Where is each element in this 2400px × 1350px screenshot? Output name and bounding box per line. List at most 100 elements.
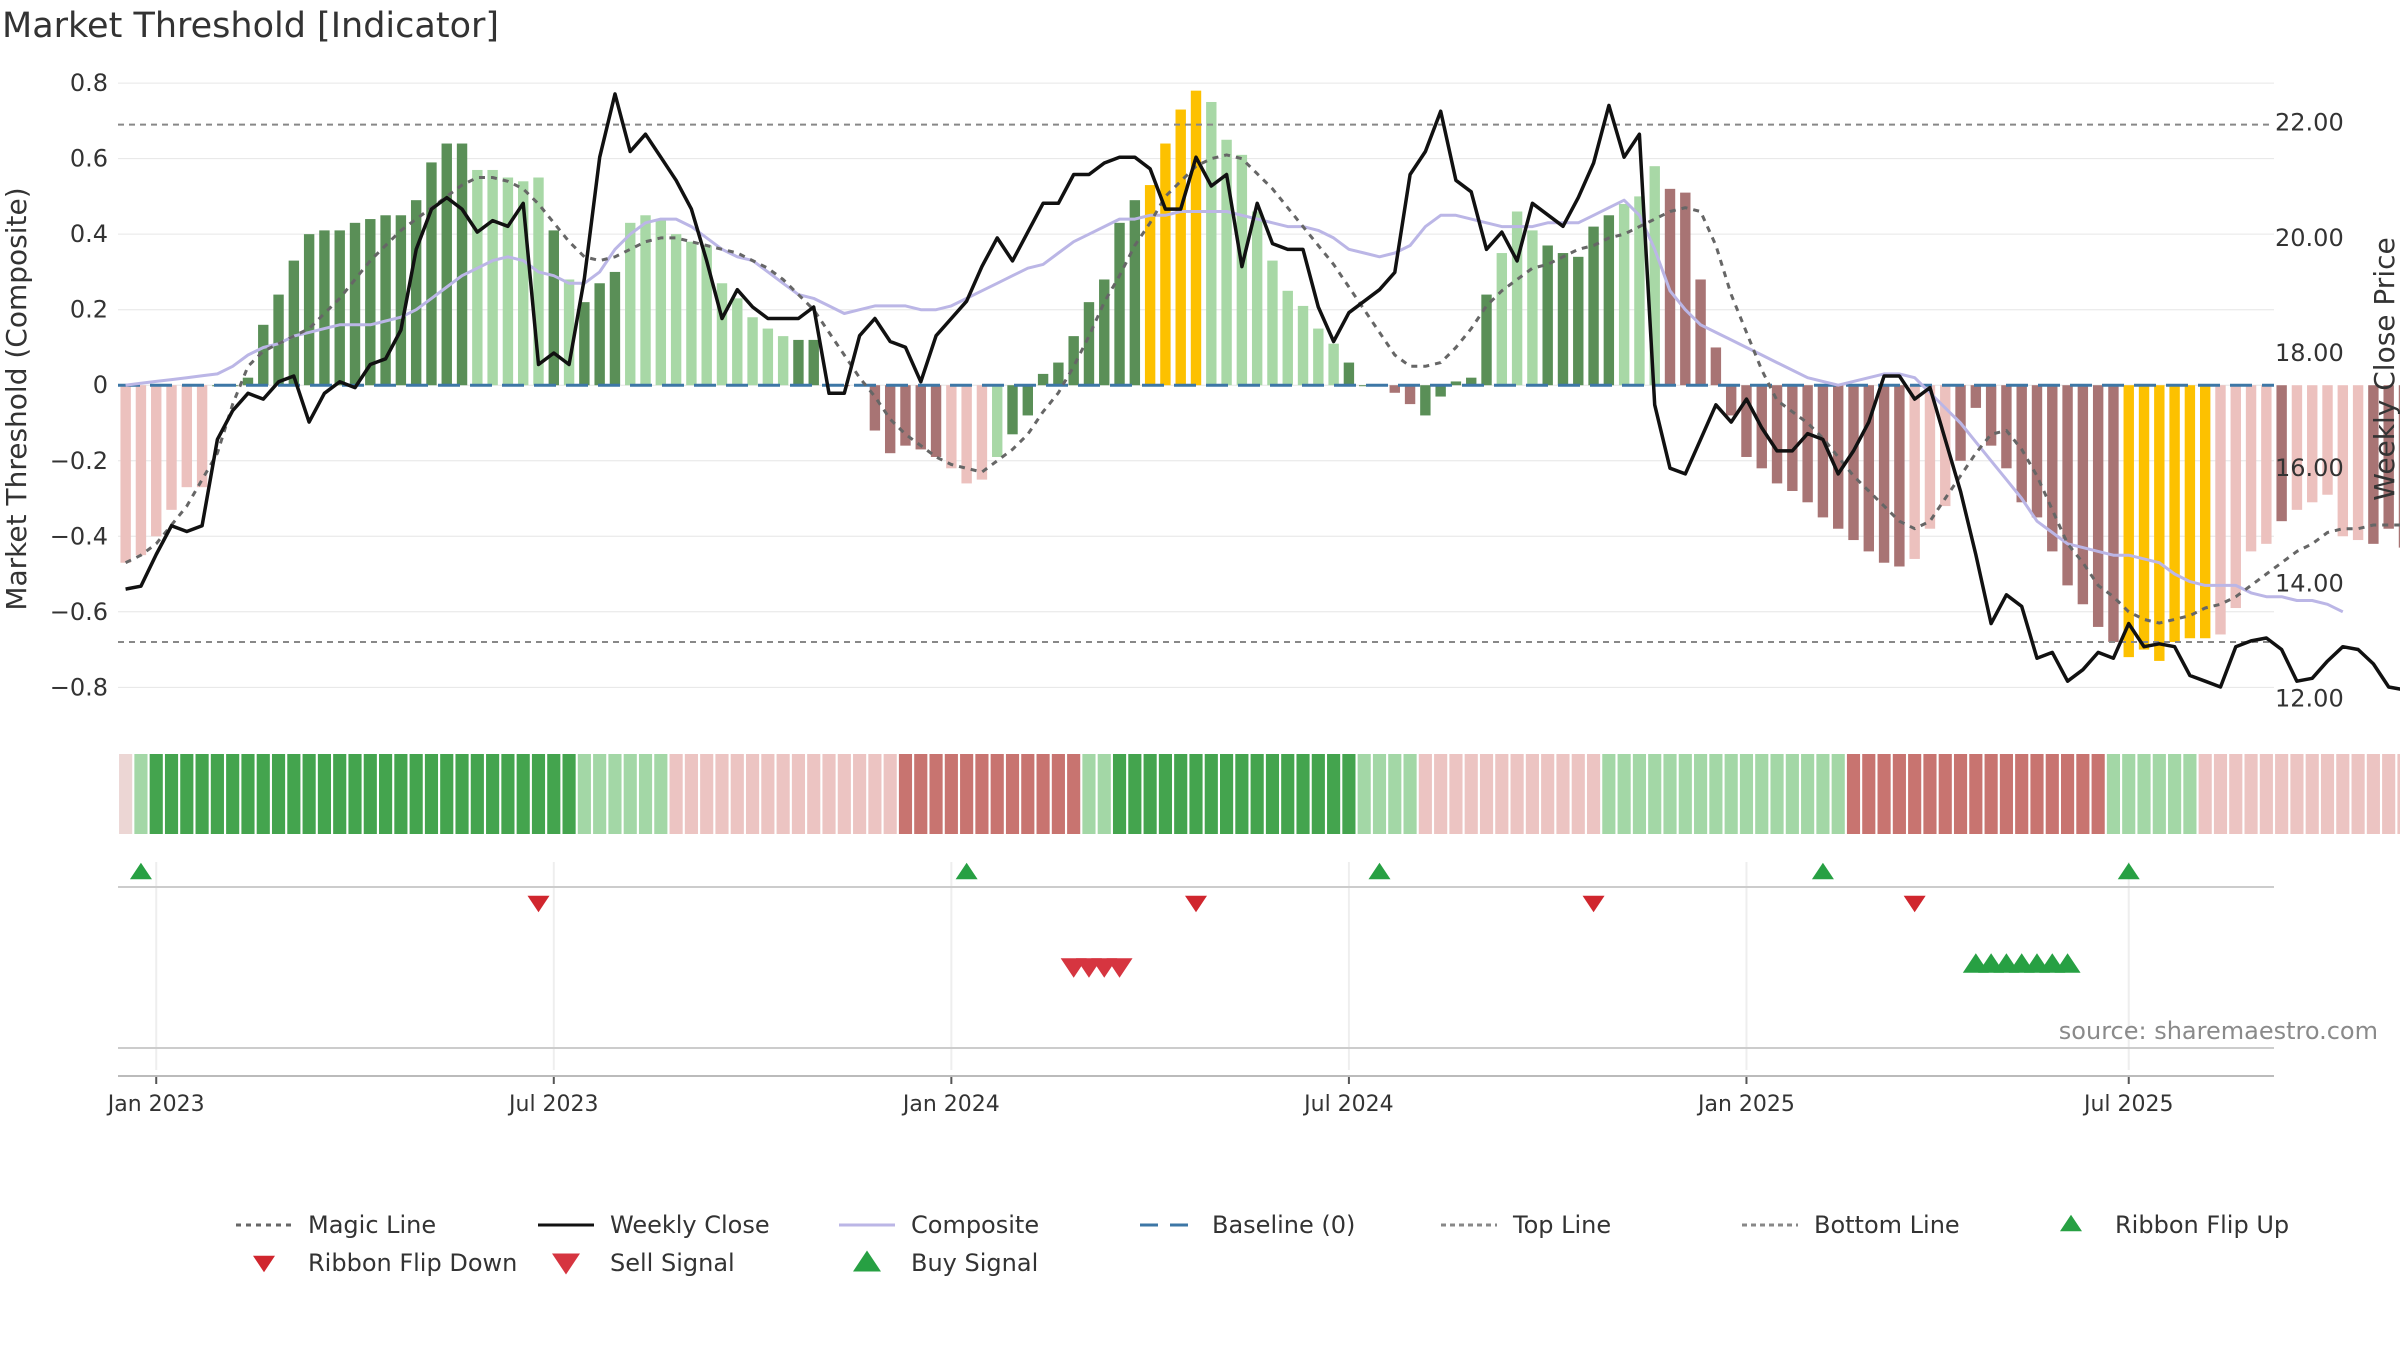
reference-lines [118,123,2274,644]
ribbon-cell [745,754,760,834]
composite-bar [900,385,911,446]
composite-bar [1909,385,1920,559]
composite-bar [151,385,162,537]
ribbon-cell [1296,754,1310,834]
composite-bar [1924,385,1936,529]
composite-bar [1175,109,1186,386]
ribbon-cell [1892,754,1906,834]
composite-bar [1817,385,1829,518]
composite-bar [976,385,988,480]
composite-bar [2138,385,2150,650]
ribbon-cell [2168,754,2182,834]
ribbon-cell [424,754,439,834]
composite-bar [2077,385,2089,605]
ribbon-cell [2397,754,2400,834]
ribbon-cell [1801,754,1815,834]
legend-weekly-close-label: Weekly Close [610,1211,770,1239]
ribbon-cell [2076,754,2090,834]
ribbon-cell [1709,754,1723,834]
ribbon-cell [2122,754,2136,834]
left-tick-label: −0.8 [50,673,108,701]
composite-bar [349,222,361,386]
composite-bar [2276,385,2287,522]
legend-ribbon-flip-up-label: Ribbon Flip Up [2115,1211,2289,1239]
composite-bar [135,385,147,556]
ribbon-cell [2030,754,2044,834]
ribbon-cell [715,754,729,834]
composite-bar [2322,385,2333,495]
composite-bar [1037,373,1049,386]
legend-top-line: Top Line [1441,1211,1611,1239]
ribbon-cell [348,754,362,834]
composite-bar [2245,385,2257,552]
composite-bar [594,283,605,386]
composite-bar [1190,90,1202,386]
ribbon-cell [1005,754,1020,834]
x-tick-label: Jan 2023 [106,1092,205,1117]
ribbon-cell [1174,754,1188,834]
composite-bar [120,385,131,563]
ribbon-cell [1097,754,1111,834]
composite-bar [1833,385,1844,529]
composite-bar [1970,385,1982,408]
composite-bar [1573,256,1584,386]
ribbon-cell [1770,754,1784,834]
composite-bar [1160,143,1171,386]
composite-bar [2398,385,2400,548]
axes: 0.8 0.6 0.4 0.2 0 −0.2 −0.4 −0.6 −0.8 22.00 20.00 1… [0,69,2400,1117]
ribbon-cell [654,754,668,834]
ribbon-cell [837,754,851,834]
composite-bar [1144,185,1156,386]
composite-bar [793,339,804,386]
composite-bar [395,215,407,386]
x-tick-label: Jul 2024 [1302,1092,1394,1117]
weekly-close-line [125,92,2400,691]
buy-signal-marker [2054,953,2081,973]
composite-bar [1251,211,1263,386]
ribbon-cell [1143,754,1157,834]
ribbon-cell [1357,754,1371,834]
series-lines [124,92,2400,691]
ribbon-cell [1571,754,1585,834]
composite-bar [181,385,193,488]
composite-bar [1129,200,1141,386]
composite-bar [625,222,636,386]
ribbon-cell [2259,754,2273,834]
ribbon-cell [516,754,530,834]
right-tick-label: 12.00 [2275,684,2344,712]
composite-bar [2123,385,2134,658]
ribbon-cell [333,754,347,834]
composite-bar [732,298,743,386]
composite-bar [1863,385,1874,552]
ribbon-cell [807,754,821,834]
composite-bar [1313,328,1324,386]
ribbon-cell [684,754,698,834]
composite-bar [1511,211,1523,386]
composite-bar [2383,385,2394,529]
composite-bar [1542,245,1553,386]
composite-bar [2230,385,2241,609]
ribbon-cell [271,754,286,834]
ribbon-cell [440,754,454,834]
ribbon-cell [2213,754,2228,834]
ribbon-cell [1617,754,1631,834]
ribbon-cell [2015,754,2029,834]
legend-magic-line: Magic Line [236,1211,436,1239]
ribbon-cell [822,754,836,834]
composite-bar [2184,385,2196,639]
ribbon-cell [1648,754,1662,834]
ribbon-cell [1831,754,1845,834]
composite-bar [670,234,682,386]
composite-bar [655,219,667,386]
composite-bar [380,215,391,386]
ribbon-cell [2275,754,2289,834]
composite-bar [441,143,452,386]
legend-weekly-close: Weekly Close [538,1211,770,1239]
right-axis-label: Weekly Close Price [2368,237,2400,500]
ribbon-cell [1923,754,1937,834]
right-tick-label: 14.00 [2275,569,2344,597]
legend-bottom-line-label: Bottom Line [1814,1211,1960,1239]
ribbon-cell [2229,754,2243,834]
composite-bar [2062,385,2073,586]
composite-bar [303,234,315,386]
